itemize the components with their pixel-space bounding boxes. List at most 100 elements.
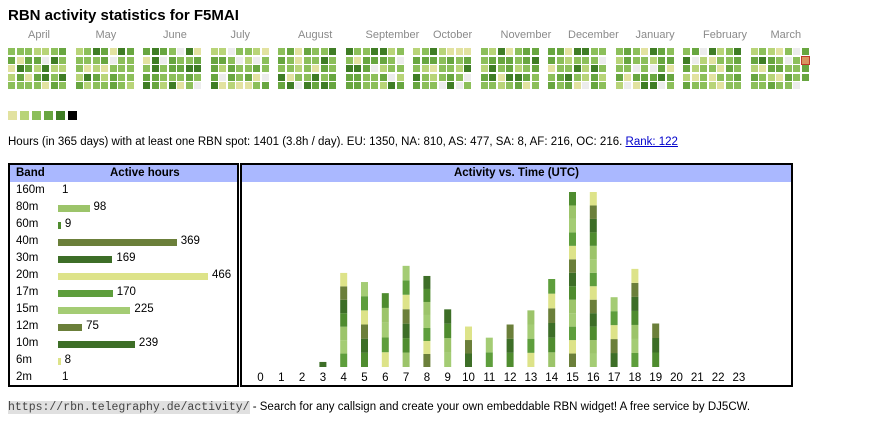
day-cell bbox=[126, 56, 134, 64]
day-cell bbox=[92, 48, 100, 55]
hour-bar-segment bbox=[569, 326, 576, 341]
band-hours: 239 bbox=[138, 337, 159, 349]
hour-bar-segment bbox=[569, 299, 576, 314]
day-cell bbox=[253, 73, 260, 81]
hour-bar-segment bbox=[423, 353, 431, 367]
hour-bar-segment bbox=[340, 286, 348, 300]
hour-bar-segment bbox=[652, 352, 660, 367]
day-cell bbox=[278, 48, 285, 55]
day-cell bbox=[725, 65, 733, 72]
day-cell bbox=[438, 48, 446, 55]
hour-bar-segment bbox=[423, 288, 431, 302]
hour-bar-segment bbox=[548, 308, 556, 323]
day-cell bbox=[118, 65, 125, 72]
hour-bar-segment bbox=[361, 324, 368, 339]
chart-title: Activity vs. Time (UTC) bbox=[242, 165, 791, 182]
day-cell bbox=[750, 82, 758, 89]
day-cell bbox=[641, 48, 648, 55]
day-cell bbox=[413, 73, 420, 81]
day-cell bbox=[658, 48, 665, 55]
hour-bar-segment bbox=[631, 268, 639, 283]
day-cell bbox=[320, 73, 328, 81]
band-row: 30m 169 bbox=[10, 251, 237, 268]
day-cell bbox=[59, 73, 66, 81]
hour-bar bbox=[569, 192, 576, 367]
day-cell bbox=[354, 73, 361, 81]
day-cell bbox=[219, 65, 226, 72]
day-cell bbox=[666, 48, 674, 55]
day-cell bbox=[50, 48, 58, 55]
day-cell bbox=[413, 65, 420, 72]
day-cell bbox=[295, 82, 302, 89]
day-cell bbox=[556, 82, 564, 89]
hour-bar bbox=[610, 297, 618, 367]
band-name: 10m bbox=[16, 337, 39, 349]
day-cell bbox=[658, 82, 665, 89]
hour-bar-segment bbox=[589, 313, 597, 327]
hour-tick-label: 1 bbox=[278, 372, 284, 384]
day-cell bbox=[84, 56, 91, 64]
day-cell bbox=[143, 56, 150, 64]
day-cell bbox=[599, 65, 606, 72]
day-cell bbox=[160, 48, 167, 55]
day-cell bbox=[734, 65, 741, 72]
day-cell bbox=[523, 48, 530, 55]
day-cell bbox=[430, 82, 437, 89]
hour-tick-label: 4 bbox=[340, 372, 347, 384]
day-cell bbox=[776, 56, 783, 64]
hour-bar-segment bbox=[610, 353, 618, 367]
day-cell bbox=[396, 56, 404, 64]
band-row: 20m 466 bbox=[10, 268, 237, 285]
band-name: 12m bbox=[16, 320, 39, 332]
day-cell bbox=[362, 82, 370, 89]
band-row: 17m 170 bbox=[10, 285, 237, 302]
day-cell bbox=[413, 56, 420, 64]
day-cell bbox=[362, 65, 370, 72]
day-cell bbox=[345, 73, 353, 81]
day-cell bbox=[210, 73, 218, 81]
footer-url[interactable]: https://rbn.telegraphy.de/activity/ bbox=[8, 401, 250, 414]
day-cell bbox=[767, 56, 775, 64]
rank-link[interactable]: Rank: 122 bbox=[625, 136, 678, 148]
day-cell bbox=[168, 73, 176, 81]
day-cell bbox=[25, 48, 32, 55]
hour-tick-label: 3 bbox=[320, 372, 326, 384]
day-cell bbox=[666, 65, 674, 72]
day-cell bbox=[261, 56, 269, 64]
day-cell bbox=[33, 48, 41, 55]
day-cell bbox=[345, 82, 353, 89]
day-cell bbox=[362, 73, 370, 81]
day-cell bbox=[776, 73, 783, 81]
hour-bar-segment bbox=[569, 232, 576, 246]
hour-bar-segment bbox=[402, 294, 410, 310]
hour-bar-segment bbox=[631, 310, 639, 325]
band-bar bbox=[58, 273, 208, 280]
day-cell bbox=[261, 82, 269, 89]
day-cell bbox=[455, 82, 463, 89]
footer-text: - Search for any callsign and create you… bbox=[249, 401, 751, 413]
month-label: August bbox=[298, 29, 333, 41]
hour-bar-segment bbox=[631, 338, 639, 353]
day-cell bbox=[793, 65, 800, 72]
day-cell bbox=[658, 73, 665, 81]
day-cell bbox=[286, 73, 294, 81]
day-cell bbox=[691, 73, 699, 81]
day-cell bbox=[582, 48, 589, 55]
day-cell bbox=[700, 73, 707, 81]
day-cell bbox=[691, 82, 699, 89]
hour-bar bbox=[444, 309, 452, 367]
day-cell bbox=[421, 65, 429, 72]
day-cell bbox=[514, 73, 522, 81]
day-cell bbox=[177, 73, 184, 81]
hour-bar-segment bbox=[361, 282, 368, 297]
day-cell bbox=[784, 56, 792, 64]
day-cell bbox=[151, 48, 159, 55]
day-cell bbox=[185, 82, 193, 89]
day-cell bbox=[168, 56, 176, 64]
day-cell bbox=[438, 82, 446, 89]
hour-tick-label: 14 bbox=[545, 372, 558, 384]
day-cell bbox=[717, 82, 724, 89]
day-cell bbox=[599, 73, 606, 81]
band-row: 160m 1 bbox=[10, 183, 237, 200]
day-cell bbox=[177, 56, 184, 64]
